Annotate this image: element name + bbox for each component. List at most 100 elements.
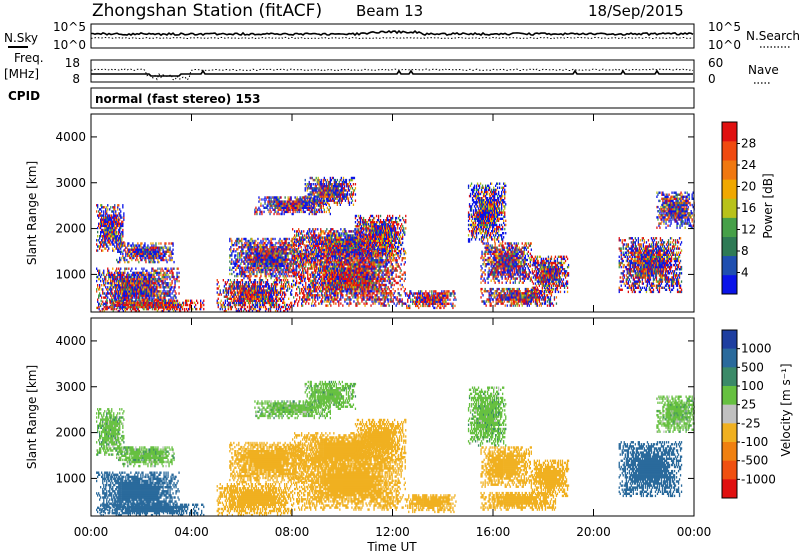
- range-time-cell: [224, 285, 225, 287]
- range-time-cell: [100, 280, 101, 282]
- range-time-cell: [96, 210, 97, 212]
- range-time-cell: [131, 276, 132, 278]
- range-time-cell: [279, 281, 280, 283]
- range-time-cell: [177, 308, 178, 310]
- range-time-cell: [291, 275, 292, 277]
- range-time-cell: [169, 276, 170, 278]
- range-time-cell: [289, 269, 290, 271]
- range-time-cell: [200, 300, 201, 302]
- range-time-cell: [276, 285, 277, 287]
- range-time-cell: [277, 296, 278, 298]
- range-time-cell: [123, 219, 124, 221]
- range-time-cell: [123, 300, 124, 302]
- range-time-cell: [237, 279, 238, 281]
- range-time-cell: [159, 268, 160, 270]
- range-time-cell: [231, 298, 232, 300]
- range-time-cell: [319, 294, 320, 296]
- range-time-cell: [223, 289, 224, 291]
- range-time-cell: [277, 242, 278, 244]
- range-time-cell: [137, 242, 138, 244]
- range-time-cell: [166, 276, 167, 278]
- range-time-cell: [147, 244, 148, 246]
- range-time-cell: [160, 272, 161, 274]
- range-time-cell: [164, 255, 165, 257]
- range-time-cell: [124, 272, 125, 274]
- range-time-cell: [288, 254, 289, 256]
- range-time-cell: [250, 269, 251, 271]
- range-time-cell: [107, 286, 108, 288]
- range-time-cell: [280, 196, 281, 198]
- range-time-cell: [287, 279, 288, 281]
- range-time-cell: [236, 296, 237, 298]
- range-time-cell: [236, 304, 237, 306]
- range-time-cell: [284, 296, 285, 298]
- range-time-cell: [142, 257, 143, 259]
- range-time-cell: [173, 268, 174, 270]
- range-time-cell: [254, 213, 255, 215]
- range-time-cell: [275, 211, 276, 213]
- range-time-cell: [110, 243, 111, 245]
- range-time-cell: [305, 290, 306, 292]
- range-time-cell: [178, 292, 179, 294]
- range-time-cell: [116, 227, 117, 229]
- cpid-panel: CPID normal (fast stereo) 153: [8, 88, 694, 108]
- range-time-cell: [120, 244, 121, 246]
- range-time-cell: [120, 227, 121, 229]
- range-time-cell: [247, 269, 248, 271]
- range-time-cell: [272, 296, 273, 298]
- range-time-cell: [183, 304, 184, 306]
- range-time-cell: [112, 241, 113, 243]
- range-time-cell: [119, 219, 120, 221]
- range-time-cell: [103, 272, 104, 274]
- range-time-cell: [178, 280, 179, 282]
- range-time-cell: [189, 308, 190, 310]
- range-time-cell: [174, 290, 175, 292]
- range-time-cell: [160, 255, 161, 257]
- range-time-cell: [233, 248, 234, 250]
- range-time-cell: [171, 292, 172, 294]
- range-time-cell: [162, 270, 163, 272]
- range-time-cell: [281, 296, 282, 298]
- range-time-cell: [305, 282, 306, 284]
- range-time-cell: [267, 279, 268, 281]
- range-time-cell: [167, 274, 168, 276]
- range-time-cell: [289, 275, 290, 277]
- range-time-cell: [124, 270, 125, 272]
- range-time-cell: [277, 283, 278, 285]
- range-time-cell: [101, 303, 102, 305]
- range-time-cell: [104, 206, 105, 208]
- range-time-cell: [169, 272, 170, 274]
- range-time-cell: [273, 269, 274, 271]
- range-time-cell: [192, 302, 193, 304]
- range-time-cell: [305, 265, 306, 267]
- range-time-cell: [241, 308, 242, 310]
- range-time-cell: [119, 208, 120, 210]
- range-time-cell: [171, 300, 172, 302]
- range-time-cell: [250, 242, 251, 244]
- range-time-cell: [274, 238, 275, 240]
- range-time-cell: [116, 308, 117, 310]
- range-time-cell: [255, 279, 256, 281]
- range-time-cell: [246, 281, 247, 283]
- range-time-cell: [319, 302, 320, 304]
- range-time-cell: [231, 254, 232, 256]
- range-time-cell: [296, 298, 297, 300]
- range-time-cell: [169, 247, 170, 249]
- range-time-cell: [319, 274, 320, 276]
- range-time-cell: [305, 286, 306, 288]
- range-time-cell: [299, 296, 300, 298]
- range-time-cell: [293, 213, 294, 215]
- range-time-cell: [305, 211, 306, 213]
- range-time-cell: [231, 273, 232, 275]
- range-time-cell: [110, 237, 111, 239]
- range-time-cell: [243, 252, 244, 254]
- range-time-cell: [245, 238, 246, 240]
- range-time-cell: [302, 284, 303, 286]
- range-time-cell: [293, 265, 294, 267]
- range-time-cell: [177, 268, 178, 270]
- range-time-cell: [298, 271, 299, 273]
- range-time-cell: [262, 269, 263, 271]
- range-time-cell: [105, 208, 106, 210]
- range-time-cell: [249, 285, 250, 287]
- range-time-cell: [239, 269, 240, 271]
